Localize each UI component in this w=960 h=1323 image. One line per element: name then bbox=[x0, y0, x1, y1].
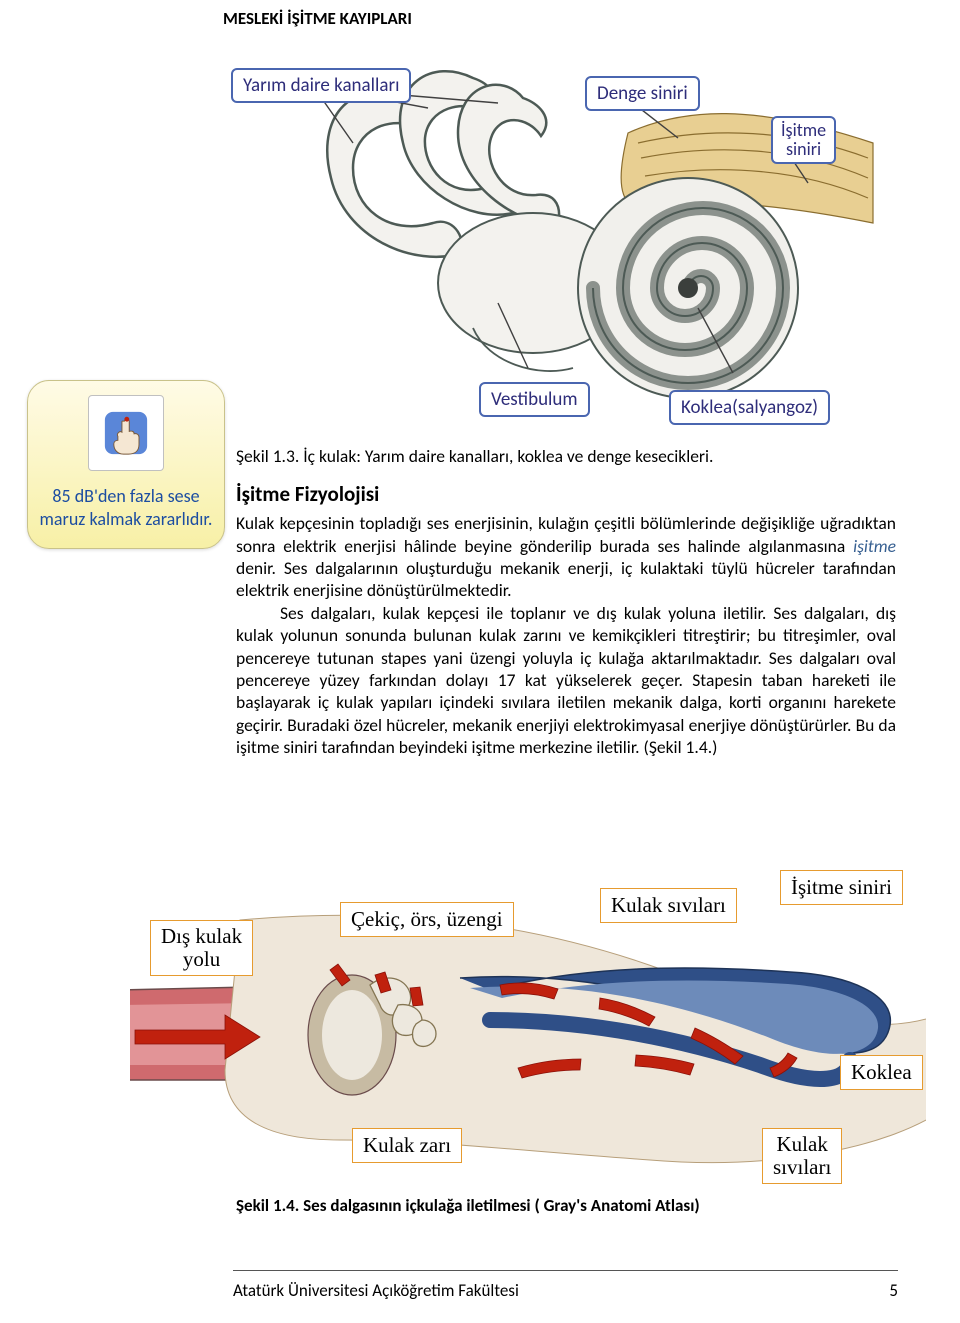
footer-rule bbox=[233, 1270, 898, 1271]
inner-ear-illustration bbox=[253, 48, 883, 418]
page-header: MESLEKİ İŞİTME KAYIPLARI bbox=[223, 8, 412, 29]
figure2-caption: Şekil 1.4. Ses dalgasının içkulağa ileti… bbox=[236, 1195, 700, 1216]
paragraph-2: Ses dalgaları, kulak kepçesi ile toplanı… bbox=[236, 602, 896, 759]
paragraph-1: Kulak kepçesinin topladığı ses enerjisin… bbox=[236, 512, 896, 602]
label-semicircular-canals: Yarım daire kanalları bbox=[231, 68, 411, 103]
footer-left: Atatürk Üniversitesi Açıköğretim Fakülte… bbox=[233, 1280, 519, 1301]
footer-page-number: 5 bbox=[889, 1280, 898, 1301]
section-heading: İşitme Fizyolojisi bbox=[236, 481, 896, 508]
label-balance-nerve: Denge siniri bbox=[585, 76, 700, 111]
pointer-hand-icon bbox=[88, 395, 164, 471]
callout-text: 85 dB'den fazla sese maruz kalmak zararl… bbox=[38, 485, 214, 530]
label-hearing-nerve-2: İşitme siniri bbox=[780, 870, 903, 905]
label-hearing-nerve: İşitmesiniri bbox=[771, 116, 836, 164]
label-cochlea: Koklea(salyangoz) bbox=[669, 390, 830, 425]
label-eardrum: Kulak zarı bbox=[352, 1128, 462, 1163]
label-ear-fluids-top: Kulak sıvıları bbox=[600, 888, 737, 923]
figure-inner-ear: Yarım daire kanalları Denge siniri İşitm… bbox=[223, 40, 903, 425]
label-cochlea-2: Koklea bbox=[840, 1055, 923, 1090]
label-ear-fluids-bottom: Kulaksıvıları bbox=[762, 1128, 842, 1184]
figure1-caption: Şekil 1.3. İç kulak: Yarım daire kanalla… bbox=[236, 445, 896, 467]
label-outer-ear-canal: Dış kulakyolu bbox=[150, 920, 253, 976]
label-ossicles: Çekiç, örs, üzengi bbox=[340, 902, 514, 937]
callout-card: 85 dB'den fazla sese maruz kalmak zararl… bbox=[27, 380, 225, 549]
figure-ear-crosssection: Dış kulakyolu Çekiç, örs, üzengi Kulak s… bbox=[130, 870, 926, 1180]
label-vestibulum: Vestibulum bbox=[479, 382, 590, 417]
body-text: Şekil 1.3. İç kulak: Yarım daire kanalla… bbox=[236, 445, 896, 759]
